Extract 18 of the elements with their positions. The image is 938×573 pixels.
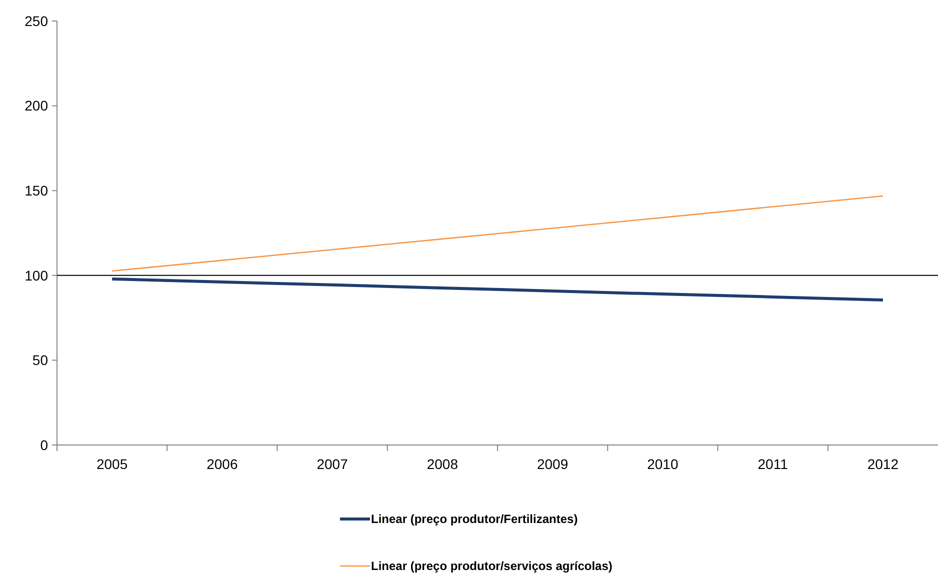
y-tick-label: 150 [24, 182, 48, 198]
x-tick-label: 2006 [206, 456, 238, 472]
y-tick-label: 250 [24, 12, 48, 29]
x-tick-label: 2005 [96, 456, 128, 472]
legend-label: Linear (preço produtor/Fertilizantes) [371, 512, 578, 526]
y-tick-label: 100 [24, 267, 48, 284]
y-tick-label: 200 [24, 98, 48, 114]
x-tick-label: 2010 [647, 456, 678, 472]
x-tick-label: 2011 [758, 456, 788, 472]
line-series [110, 277, 884, 302]
x-tick-label: 2007 [316, 456, 348, 472]
line-series [111, 195, 884, 272]
x-tick-label: 2012 [867, 456, 899, 472]
legend-label: Linear (preço produtor/serviços agrícolas) [371, 559, 612, 573]
x-tick-label: 2009 [536, 456, 568, 472]
y-tick-label: 0 [40, 436, 48, 453]
x-tick-label: 2008 [426, 456, 458, 472]
y-tick-label: 50 [32, 352, 48, 368]
